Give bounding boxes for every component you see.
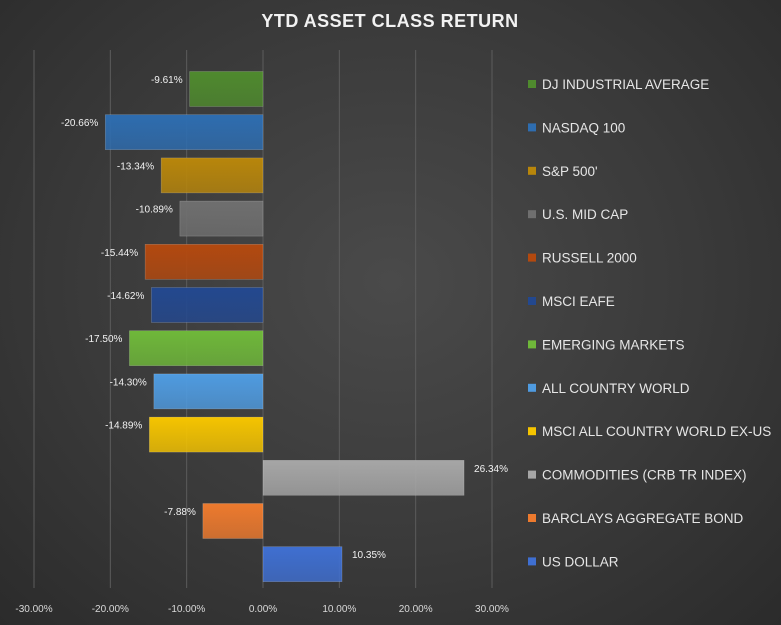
chart-title: YTD ASSET CLASS RETURN	[261, 11, 518, 31]
x-tick-label: -30.00%	[15, 604, 52, 615]
legend-label: U.S. MID CAP	[542, 207, 628, 222]
legend-swatch	[528, 166, 536, 175]
bar	[160, 157, 264, 194]
bar	[153, 373, 264, 410]
legend-swatch	[528, 427, 536, 436]
legend-swatch	[528, 297, 536, 305]
bar-value-label: -13.34%	[117, 161, 154, 172]
legend-swatch	[528, 470, 536, 479]
legend-label: DJ INDUSTRIAL AVERAGE	[542, 77, 709, 92]
legend-label: ALL COUNTRY WORLD	[542, 381, 690, 396]
legend-swatch	[528, 123, 536, 132]
data-labels: -9.61% -20.66% -13.34% -10.89% -15.44% -14.62…	[61, 75, 508, 561]
legend-swatch	[528, 210, 536, 219]
bar-value-label: -7.88%	[164, 507, 196, 518]
legend-swatch	[528, 80, 536, 88]
bar	[262, 546, 343, 583]
x-tick-label: 0.00%	[249, 604, 277, 615]
legend-label: COMMODITIES (CRB TR INDEX)	[542, 468, 747, 483]
bar-value-label: -14.89%	[105, 421, 142, 432]
legend-label: US DOLLAR	[542, 554, 619, 569]
bar-value-label: -14.62%	[107, 291, 144, 302]
bar	[179, 200, 264, 237]
legend-swatch	[528, 253, 536, 262]
legend-swatch	[528, 383, 536, 392]
legend: DJ INDUSTRIAL AVERAGE NASDAQ 100 S&P 500' U…	[528, 77, 771, 569]
x-tick-label: -20.00%	[92, 604, 129, 615]
bar-value-label: -20.66%	[61, 118, 98, 129]
x-tick-label: 20.00%	[399, 604, 433, 615]
legend-swatch	[528, 514, 536, 522]
bar	[202, 503, 264, 539]
bar-value-label: 10.35%	[352, 550, 386, 561]
bar	[149, 416, 264, 453]
legend-swatch	[528, 340, 536, 349]
legend-label: EMERGING MARKETS	[542, 337, 685, 352]
bar	[144, 244, 264, 280]
bar-value-label: -15.44%	[101, 248, 138, 259]
legend-label: MSCI EAFE	[542, 294, 615, 309]
bar	[104, 114, 264, 150]
legend-label: S&P 500'	[542, 164, 598, 179]
bar	[151, 287, 264, 323]
bar	[129, 330, 264, 367]
x-tick-label: 30.00%	[475, 604, 509, 615]
legend-label: RUSSELL 2000	[542, 251, 637, 266]
bars	[104, 71, 465, 583]
x-tick-label: 10.00%	[322, 604, 356, 615]
x-tick-label: -10.00%	[168, 604, 205, 615]
bar	[262, 459, 465, 496]
x-axis-ticks: -30.00% -20.00% -10.00% 0.00% 10.00% 20.00% 30…	[15, 604, 509, 615]
bar-value-label: -14.30%	[110, 377, 147, 388]
bar-value-label: -9.61%	[151, 75, 183, 86]
bar-value-label: -17.50%	[85, 334, 122, 345]
bar	[189, 71, 264, 107]
legend-label: BARCLAYS AGGREGATE BOND	[542, 511, 744, 526]
legend-label: NASDAQ 100	[542, 120, 625, 135]
bar-value-label: 26.34%	[474, 464, 508, 475]
legend-swatch	[528, 557, 536, 566]
bar-value-label: -10.89%	[136, 205, 173, 216]
legend-label: MSCI ALL COUNTRY WORLD EX-US	[542, 424, 771, 439]
